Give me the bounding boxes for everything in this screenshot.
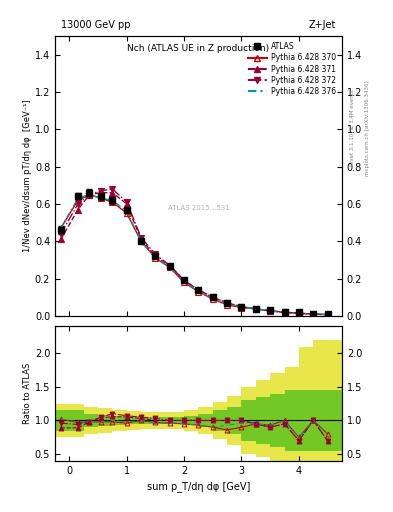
Y-axis label: 1/Nev dNev/dsum pT/dη dφ  [GeV⁻¹]: 1/Nev dNev/dsum pT/dη dφ [GeV⁻¹] xyxy=(23,99,32,252)
Text: mcplots.cern.ch [arXiv:1306.3436]: mcplots.cern.ch [arXiv:1306.3436] xyxy=(365,80,371,176)
Text: 13000 GeV pp: 13000 GeV pp xyxy=(61,20,130,30)
Y-axis label: Ratio to ATLAS: Ratio to ATLAS xyxy=(23,363,32,424)
Text: Nch (ATLAS UE in Z production): Nch (ATLAS UE in Z production) xyxy=(127,44,270,53)
Text: Rivet 3.1.10, ≥ 3.4M events: Rivet 3.1.10, ≥ 3.4M events xyxy=(350,90,355,166)
Legend: ATLAS, Pythia 6.428 370, Pythia 6.428 371, Pythia 6.428 372, Pythia 6.428 376: ATLAS, Pythia 6.428 370, Pythia 6.428 37… xyxy=(246,39,338,98)
Text: Z+Jet: Z+Jet xyxy=(309,20,336,30)
Text: ATLAS 2015...531: ATLAS 2015...531 xyxy=(167,204,230,210)
X-axis label: sum p_T/dη dφ [GeV]: sum p_T/dη dφ [GeV] xyxy=(147,481,250,492)
